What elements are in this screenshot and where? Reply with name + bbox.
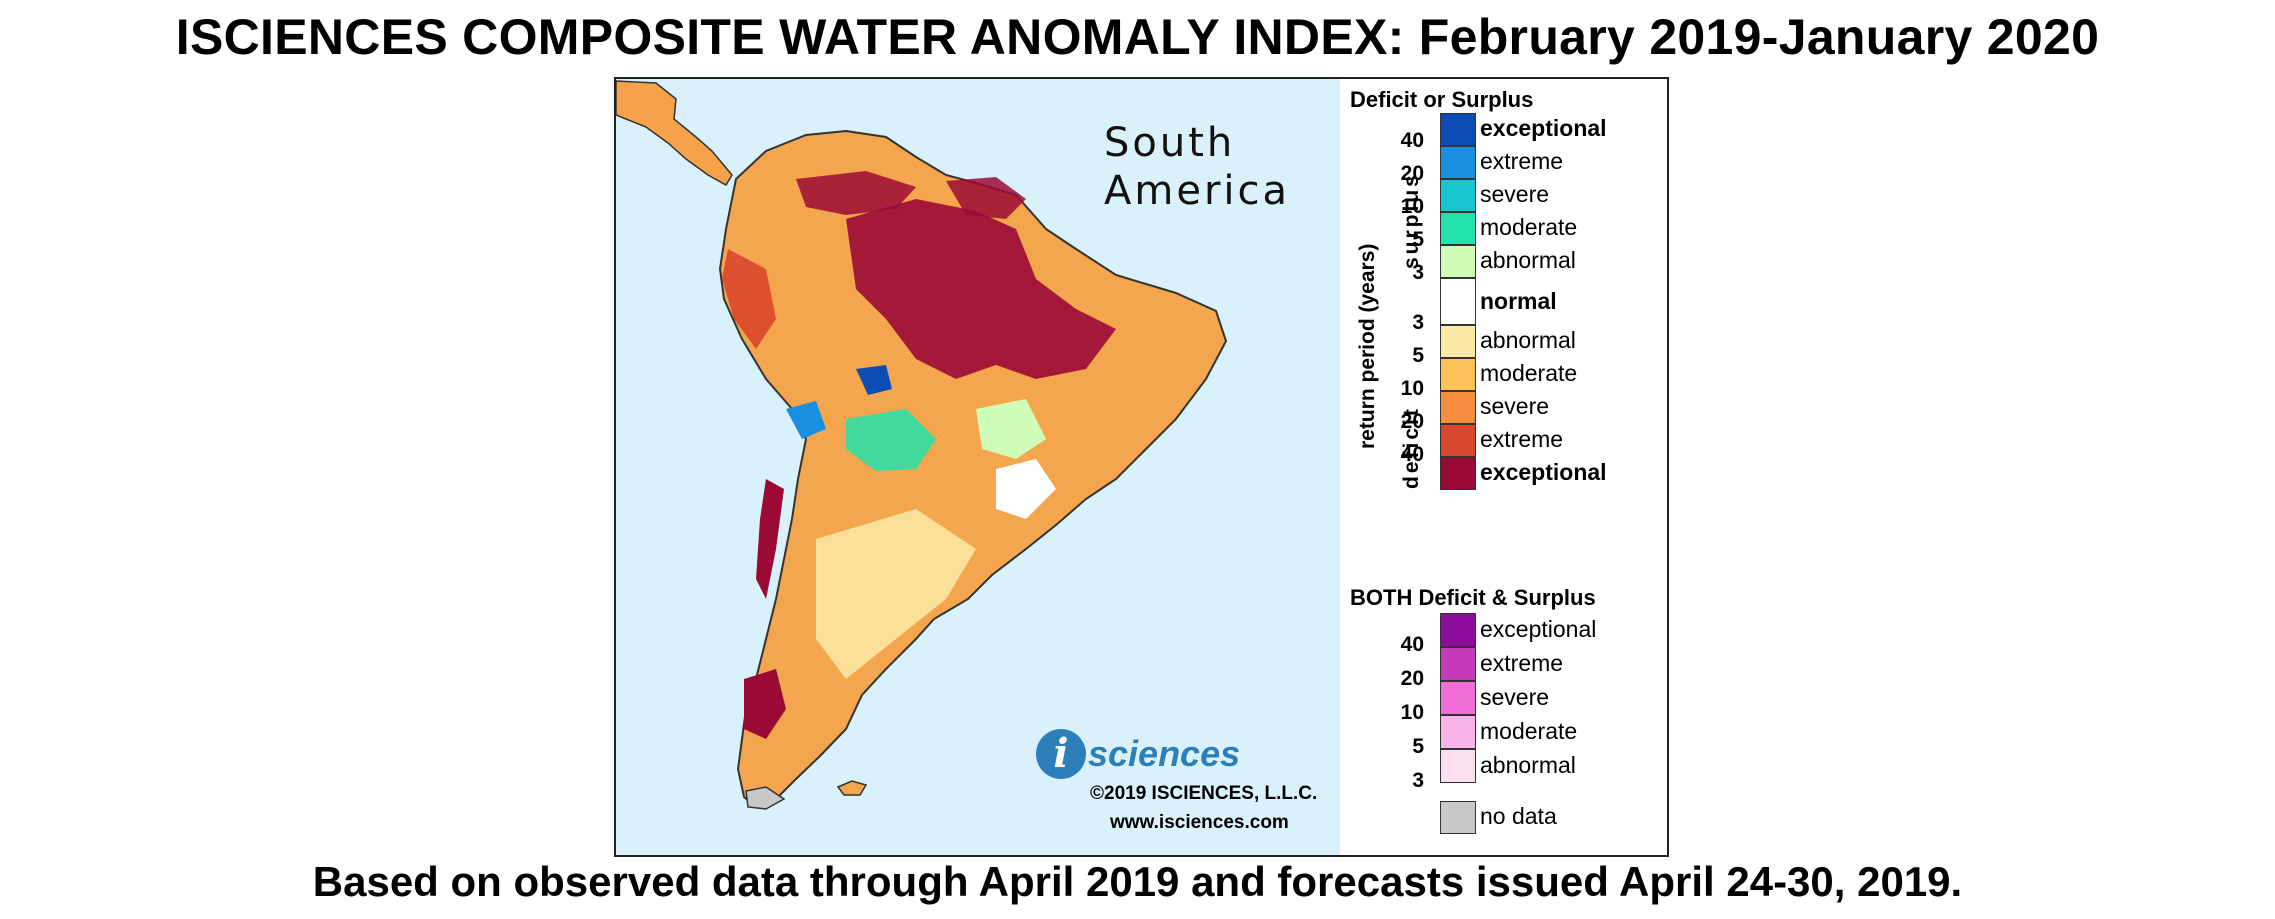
legend-swatch-deficit-severe bbox=[1440, 391, 1476, 424]
legend-label-no-data: no data bbox=[1480, 803, 1557, 829]
legend-swatch-both-exceptional bbox=[1440, 613, 1476, 647]
falkland-islands bbox=[836, 780, 868, 796]
legend-label-surplus-abnormal: abnormal bbox=[1480, 247, 1576, 273]
legend-tick-deficit: 3 bbox=[1412, 311, 1424, 334]
legend-label-both-abnormal: abnormal bbox=[1480, 752, 1576, 778]
legend-tick-deficit: 10 bbox=[1400, 377, 1424, 400]
legend-label-surplus-moderate: moderate bbox=[1480, 214, 1578, 240]
legend-label-normal: normal bbox=[1480, 288, 1557, 314]
legend-label-surplus-exceptional: exceptional bbox=[1480, 115, 1607, 141]
legend-axis-return-period: return period (years) bbox=[1356, 243, 1379, 449]
brazil-south-abnormal-surplus bbox=[976, 399, 1046, 459]
guianas-exceptional-deficit bbox=[946, 177, 1026, 219]
north-coast-exceptional-deficit bbox=[796, 171, 916, 215]
uruguay-normal bbox=[996, 459, 1056, 519]
legend-label-both-exceptional: exceptional bbox=[1480, 616, 1597, 642]
legend-tick-both: 5 bbox=[1412, 735, 1424, 758]
legend-swatch-surplus-abnormal bbox=[1440, 245, 1476, 278]
legend-tick-both: 3 bbox=[1412, 769, 1424, 792]
legend-label-deficit-moderate: moderate bbox=[1480, 360, 1578, 386]
chile-exceptional-deficit bbox=[756, 479, 784, 599]
legend-tick-deficit: 5 bbox=[1412, 344, 1424, 367]
website-link[interactable]: www.isciences.com bbox=[1110, 812, 1289, 833]
isciences-logo: i sciences bbox=[1036, 729, 1296, 779]
legend: Deficit or Surplus return period (years)… bbox=[1340, 79, 1667, 855]
continent-map bbox=[616, 80, 1228, 810]
legend-tick-both: 20 bbox=[1400, 667, 1424, 690]
legend-swatch-surplus-severe bbox=[1440, 179, 1476, 212]
legend-heading-both: BOTH Deficit & Surplus bbox=[1350, 585, 1596, 610]
patagonia-exceptional-deficit bbox=[744, 669, 786, 739]
south-abnormal-deficit bbox=[816, 509, 976, 679]
legend-swatch-surplus-extreme bbox=[1440, 146, 1476, 179]
legend-swatch-normal bbox=[1440, 278, 1476, 325]
region-label-line1: South bbox=[1104, 120, 1236, 166]
legend-swatch-surplus-moderate bbox=[1440, 212, 1476, 245]
legend-tick-surplus: 40 bbox=[1400, 129, 1424, 152]
legend-axis-surplus: surplus bbox=[1400, 172, 1423, 269]
legend-swatch-deficit-moderate bbox=[1440, 358, 1476, 391]
legend-swatch-both-abnormal bbox=[1440, 749, 1476, 783]
legend-tick-surplus: 20 bbox=[1400, 162, 1424, 185]
legend-tick-both: 10 bbox=[1400, 701, 1424, 724]
legend-swatch-both-extreme bbox=[1440, 647, 1476, 681]
legend-tick-surplus: 10 bbox=[1400, 195, 1424, 218]
tierra-del-fuego bbox=[745, 786, 786, 810]
map-title: ISCIENCES COMPOSITE WATER ANOMALY INDEX:… bbox=[175, 9, 2100, 65]
legend-label-deficit-exceptional: exceptional bbox=[1480, 459, 1607, 485]
chaco-surplus bbox=[846, 409, 936, 471]
legend-swatch-surplus-exceptional bbox=[1440, 113, 1476, 146]
legend-label-both-severe: severe bbox=[1480, 684, 1550, 710]
legend-tick-deficit: 20 bbox=[1400, 410, 1424, 433]
legend-swatch-both-moderate bbox=[1440, 715, 1476, 749]
legend-label-surplus-severe: severe bbox=[1480, 181, 1550, 207]
amazon-exceptional-deficit bbox=[846, 199, 1116, 379]
legend-tick-deficit: 40 bbox=[1400, 443, 1424, 466]
central-america-landmass bbox=[616, 80, 733, 187]
legend-swatch-both-severe bbox=[1440, 681, 1476, 715]
legend-tick-both: 40 bbox=[1400, 633, 1424, 656]
legend-swatch-deficit-extreme bbox=[1440, 424, 1476, 457]
legend-label-both-moderate: moderate bbox=[1480, 718, 1578, 744]
legend-label-deficit-abnormal: abnormal bbox=[1480, 327, 1576, 353]
legend-label-surplus-extreme: extreme bbox=[1480, 148, 1564, 174]
legend-tick-surplus: 5 bbox=[1412, 228, 1424, 251]
legend-heading-deficit-surplus: Deficit or Surplus bbox=[1350, 87, 1534, 112]
map-subtitle: Based on observed data through April 201… bbox=[312, 858, 1963, 905]
legend-label-both-extreme: extreme bbox=[1480, 650, 1564, 676]
map-frame: South America i sciences ©2019 ISCIENCES… bbox=[614, 77, 1669, 857]
legend-label-deficit-extreme: extreme bbox=[1480, 426, 1564, 452]
map-area: South America i sciences ©2019 ISCIENCES… bbox=[616, 79, 1340, 855]
legend-swatch-deficit-abnormal bbox=[1440, 325, 1476, 358]
copyright-text: ©2019 ISCIENCES, L.L.C. bbox=[1090, 783, 1318, 804]
legend-swatch-no-data bbox=[1440, 801, 1476, 834]
paraguay-exceptional-surplus bbox=[856, 365, 892, 395]
legend-label-deficit-severe: severe bbox=[1480, 393, 1550, 419]
legend-swatch-deficit-exceptional bbox=[1440, 457, 1476, 490]
region-label-line2: America bbox=[1104, 168, 1290, 214]
andes-extreme-deficit bbox=[722, 249, 776, 349]
logo-circle-icon: i bbox=[1036, 729, 1086, 779]
region-label: South America bbox=[1104, 119, 1290, 215]
andes-extreme-surplus bbox=[786, 401, 826, 439]
legend-tick-surplus: 3 bbox=[1412, 261, 1424, 284]
logo-wordmark: sciences bbox=[1088, 733, 1241, 774]
